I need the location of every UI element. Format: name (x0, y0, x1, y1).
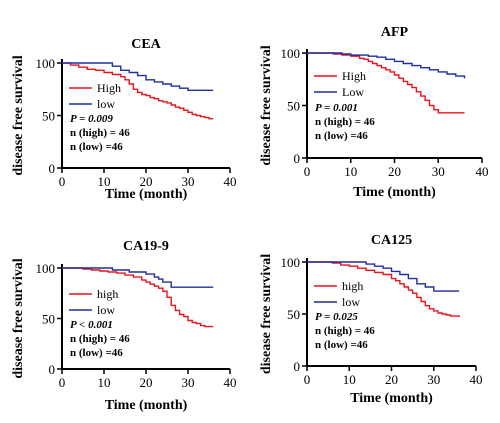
sample-size-annotation: n (low) =46 (315, 130, 368, 142)
km-curve-high (307, 52, 465, 114)
y-tick-label: 50 (42, 109, 55, 124)
x-tick-label: 20 (385, 372, 398, 387)
p-value-annotation: P = 0.025 (315, 311, 358, 323)
y-tick-label: 0 (294, 359, 301, 374)
legend-label: High (97, 81, 121, 95)
x-tick-label: 30 (182, 174, 195, 189)
km-curve-high (307, 261, 460, 318)
p-value-annotation: P = 0.001 (315, 102, 358, 114)
y-tick-label: 100 (36, 56, 56, 71)
y-tick-label: 0 (294, 151, 301, 166)
legend-label: high (97, 287, 118, 301)
x-tick-label: 0 (304, 372, 311, 387)
km-curve-high (62, 267, 214, 328)
x-tick-label: 10 (98, 375, 111, 390)
km-panel: CA19-9 0 10 20 30 40 0 50 100 Time (month) disease… (11, 239, 237, 413)
x-tick-label: 40 (224, 174, 237, 189)
p-value-annotation: P < 0.001 (70, 319, 113, 331)
y-axis-label: disease free survival (11, 55, 26, 175)
sample-size-annotation: n (low) =46 (70, 141, 123, 153)
x-tick-label: 40 (476, 164, 489, 179)
y-tick-label: 50 (287, 99, 300, 114)
x-tick-label: 10 (344, 164, 357, 179)
y-axis-label: disease free survival (259, 254, 274, 374)
x-tick-label: 20 (388, 164, 401, 179)
km-curve-low (307, 52, 466, 79)
x-tick-label: 40 (224, 375, 237, 390)
sample-size-annotation: n (high) = 46 (70, 127, 130, 139)
y-tick-label: 100 (36, 261, 56, 276)
sample-size-annotation: n (high) = 46 (315, 116, 375, 128)
sample-size-annotation: n (high) = 46 (315, 325, 375, 337)
x-tick-label: 30 (427, 372, 440, 387)
km-panel: AFP 0 10 20 30 40 0 50 100 Time (month) disease fr… (259, 25, 489, 200)
y-tick-label: 100 (281, 255, 301, 270)
p-value-annotation: P = 0.009 (70, 113, 113, 125)
x-axis-label: Time (month) (105, 187, 188, 202)
km-curve-high (62, 62, 214, 120)
y-tick-label: 50 (42, 312, 55, 327)
km-curve-low (307, 261, 460, 292)
x-tick-label: 20 (140, 375, 153, 390)
sample-size-annotation: n (low) =46 (70, 347, 123, 359)
panel-title: CA125 (371, 233, 412, 248)
km-curve-low (62, 267, 214, 288)
y-tick-label: 0 (49, 161, 56, 176)
x-tick-label: 30 (432, 164, 445, 179)
km-panel: CEA 0 10 20 30 40 0 50 100 Time (month) disease fr… (11, 37, 237, 202)
x-tick-label: 10 (98, 174, 111, 189)
x-tick-label: 0 (59, 174, 66, 189)
x-axis-label: Time (month) (105, 398, 188, 413)
legend-label: low (97, 97, 115, 111)
x-tick-label: 30 (182, 375, 195, 390)
x-axis-label: Time (month) (353, 185, 436, 200)
legend-label: low (342, 295, 360, 309)
x-tick-label: 0 (304, 164, 311, 179)
km-curve-low (62, 62, 214, 91)
x-tick-label: 20 (140, 174, 153, 189)
legend-label: High (342, 69, 366, 83)
sample-size-annotation: n (low) =46 (315, 339, 368, 351)
x-axis-label: Time (month) (350, 391, 433, 406)
y-axis-label: disease free survival (11, 258, 26, 378)
y-axis-label: disease free survival (259, 45, 274, 165)
legend-label: low (97, 303, 115, 317)
km-panel: CA125 0 10 20 30 40 0 50 100 Time (month) disease … (259, 233, 483, 406)
y-tick-label: 100 (281, 46, 301, 61)
x-tick-label: 0 (59, 375, 66, 390)
y-tick-label: 0 (49, 362, 56, 377)
x-tick-label: 40 (470, 372, 483, 387)
legend-label: high (342, 279, 363, 293)
x-tick-label: 10 (343, 372, 356, 387)
sample-size-annotation: n (high) = 46 (70, 333, 130, 345)
panel-title: CA19-9 (123, 239, 169, 254)
legend-label: Low (342, 85, 364, 99)
panel-title: CEA (131, 37, 161, 52)
panel-title: AFP (381, 25, 409, 40)
y-tick-label: 50 (287, 307, 300, 322)
